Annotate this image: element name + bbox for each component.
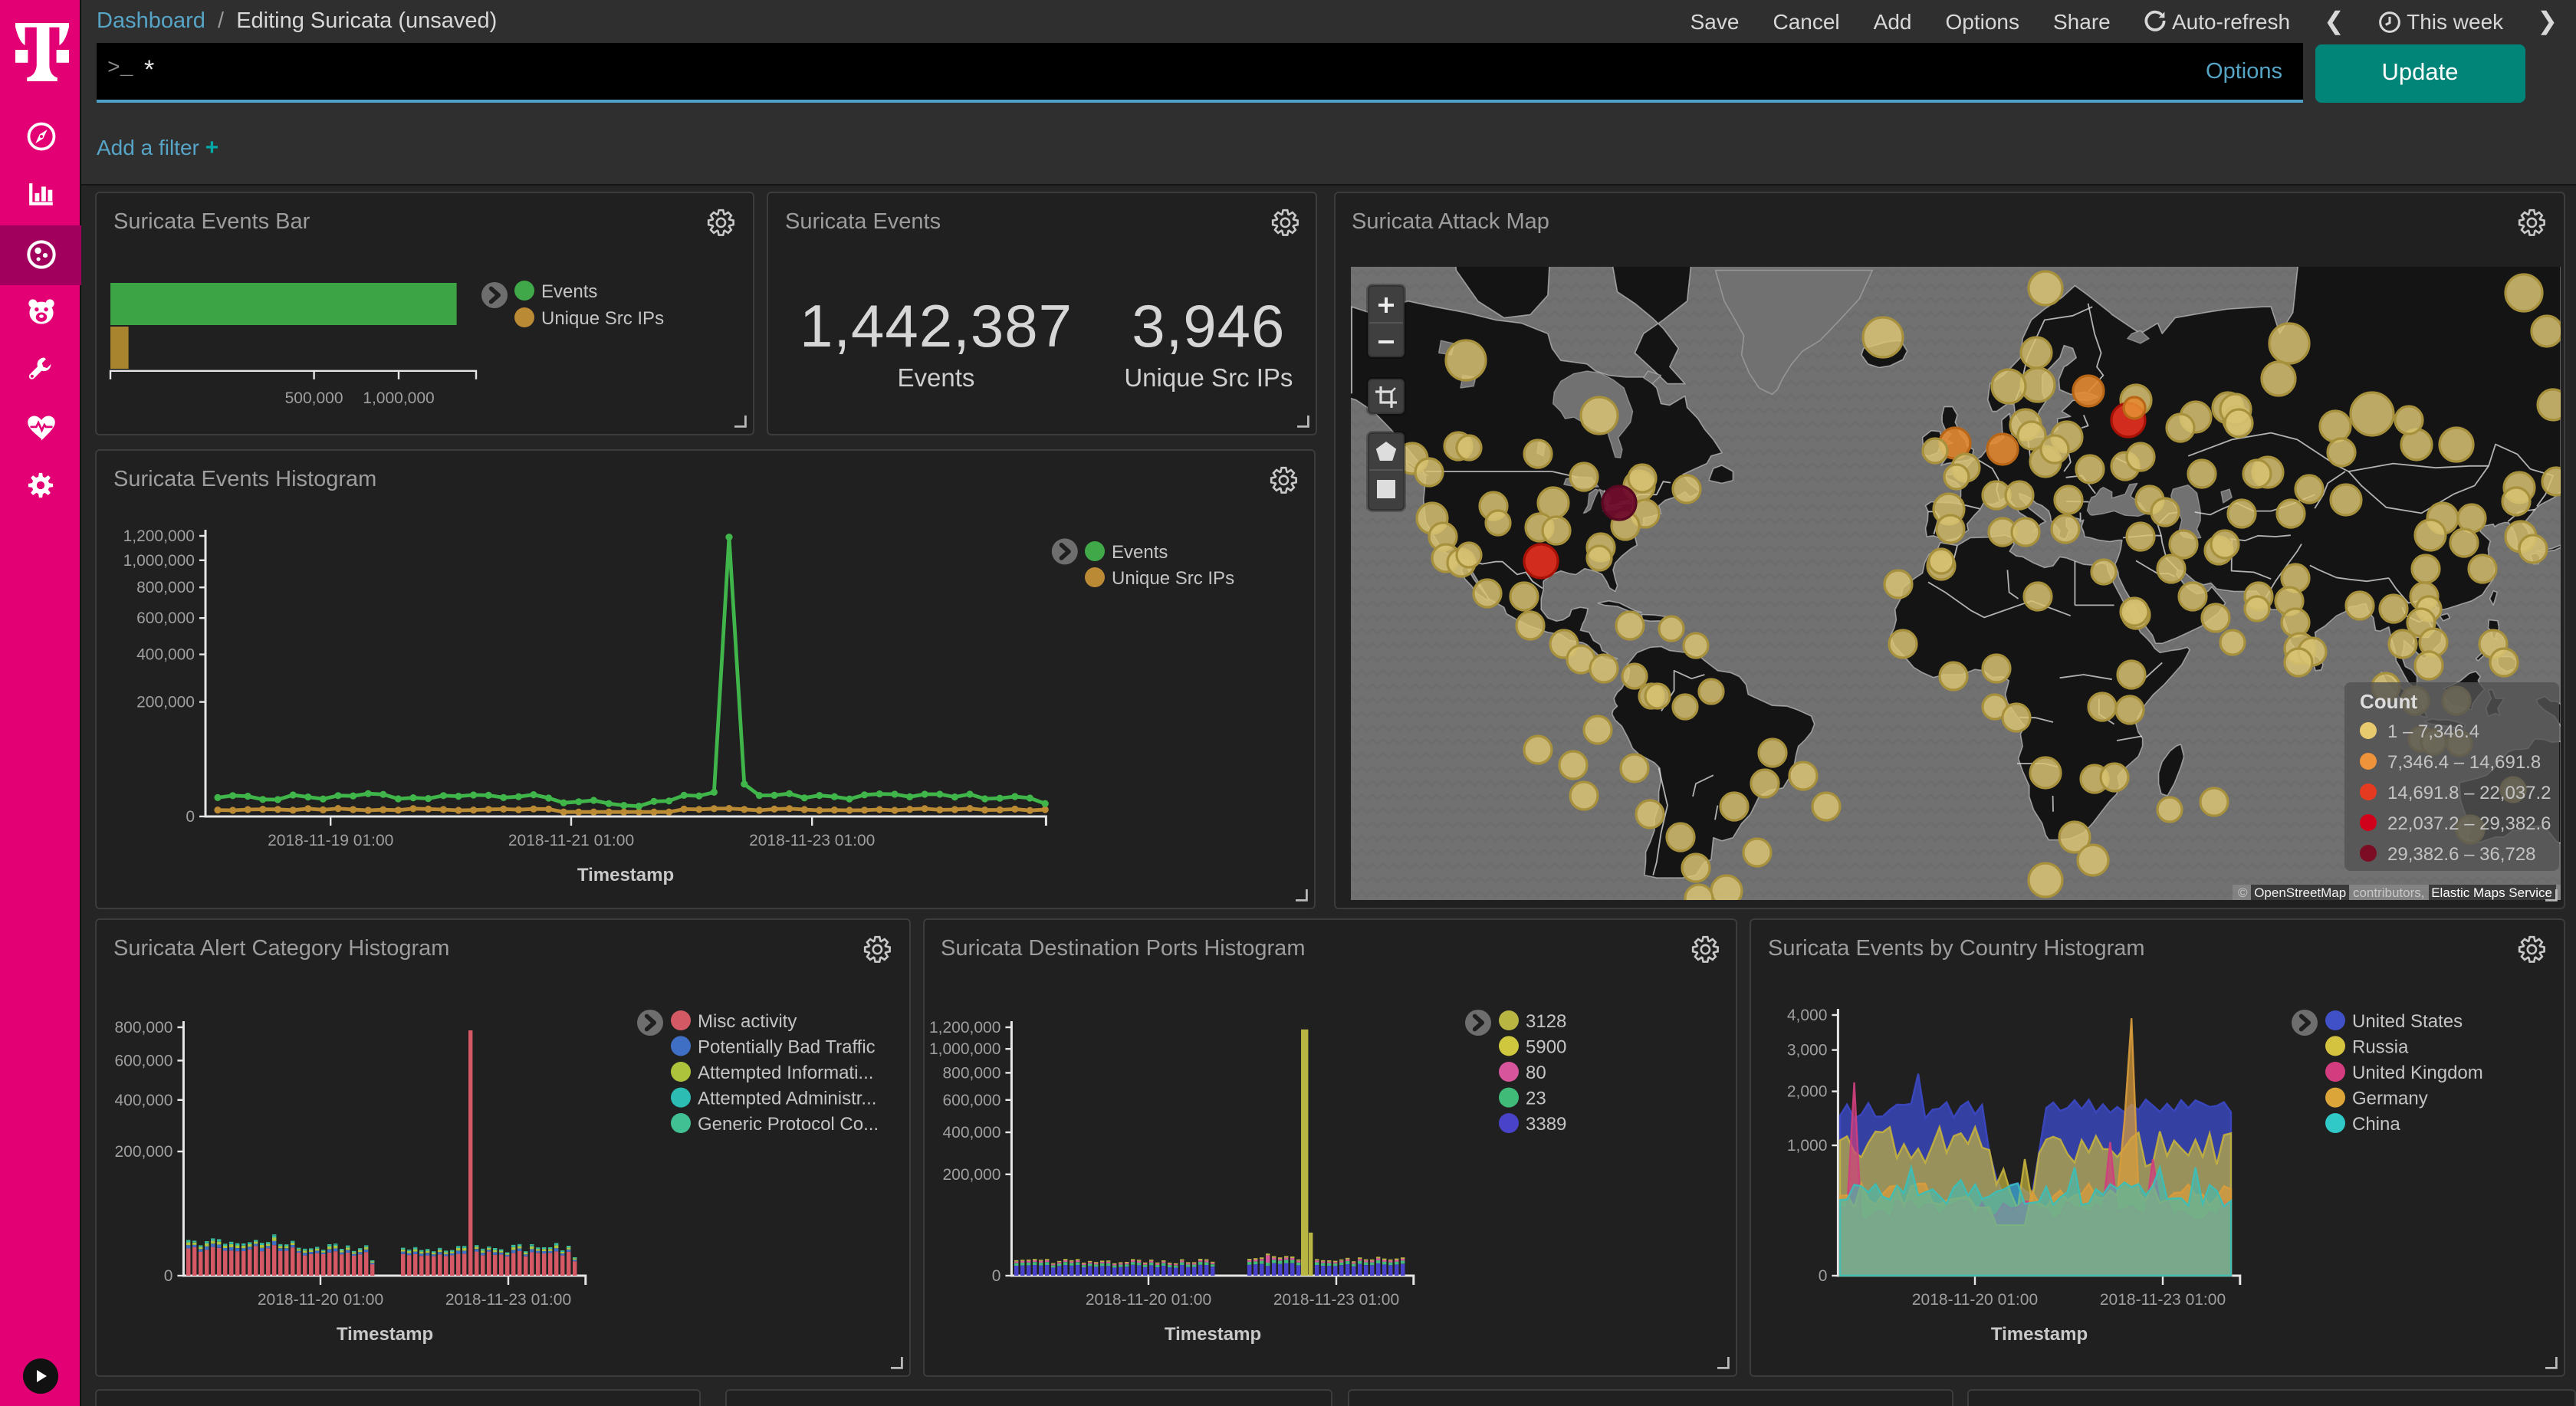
svg-text:2018-11-23 01:00: 2018-11-23 01:00 [1273,1291,1398,1309]
svg-text:United Kingdom: United Kingdom [2352,1063,2483,1083]
svg-text:China: China [2352,1114,2400,1135]
svg-text:Generic Protocol Co...: Generic Protocol Co... [698,1114,879,1135]
svg-text:200,000: 200,000 [136,693,195,711]
svg-text:2,000: 2,000 [1787,1083,1828,1101]
svg-text:3389: 3389 [1525,1114,1566,1135]
svg-text:23: 23 [1525,1088,1546,1109]
svg-text:0: 0 [991,1267,1001,1285]
svg-text:1,000,000: 1,000,000 [123,551,195,569]
svg-text:800,000: 800,000 [941,1064,1000,1082]
svg-text:800,000: 800,000 [114,1019,172,1036]
svg-text:0: 0 [1819,1267,1828,1285]
svg-text:400,000: 400,000 [114,1092,172,1109]
svg-text:200,000: 200,000 [114,1143,172,1161]
svg-text:Attempted Informati...: Attempted Informati... [698,1063,873,1083]
svg-text:Germany: Germany [2352,1088,2428,1109]
svg-text:200,000: 200,000 [941,1166,1000,1184]
svg-text:2018-11-21 01:00: 2018-11-21 01:00 [508,831,634,849]
svg-text:0: 0 [164,1267,173,1285]
svg-text:400,000: 400,000 [941,1124,1000,1142]
svg-text:500,000: 500,000 [285,389,343,406]
svg-text:2018-11-19 01:00: 2018-11-19 01:00 [268,831,393,849]
svg-text:1,200,000: 1,200,000 [928,1019,1000,1036]
svg-text:2018-11-20 01:00: 2018-11-20 01:00 [1085,1291,1211,1309]
svg-text:Timestamp: Timestamp [1164,1324,1260,1345]
svg-text:1,000,000: 1,000,000 [928,1040,1000,1058]
svg-text:80: 80 [1525,1063,1546,1083]
svg-text:2018-11-23 01:00: 2018-11-23 01:00 [749,831,875,849]
svg-text:Unique Src IPs: Unique Src IPs [1112,567,1234,588]
svg-text:Misc activity: Misc activity [698,1011,797,1032]
svg-text:400,000: 400,000 [136,646,195,663]
svg-text:2018-11-23 01:00: 2018-11-23 01:00 [445,1291,571,1309]
svg-text:Events: Events [1112,541,1168,562]
svg-text:1,000: 1,000 [1787,1137,1828,1155]
svg-text:2018-11-20 01:00: 2018-11-20 01:00 [1912,1291,2038,1309]
svg-text:2018-11-20 01:00: 2018-11-20 01:00 [258,1291,383,1309]
svg-text:Attempted Administr...: Attempted Administr... [698,1088,876,1109]
svg-text:3,000: 3,000 [1787,1042,1828,1059]
svg-text:0: 0 [186,807,195,825]
svg-text:600,000: 600,000 [941,1092,1000,1109]
svg-text:1,000,000: 1,000,000 [363,389,434,406]
svg-text:2018-11-23 01:00: 2018-11-23 01:00 [2100,1291,2226,1309]
svg-text:Russia: Russia [2352,1037,2409,1058]
svg-text:600,000: 600,000 [114,1052,172,1069]
svg-text:5900: 5900 [1525,1037,1566,1058]
svg-text:Events: Events [541,281,597,301]
svg-text:Potentially Bad Traffic: Potentially Bad Traffic [698,1037,876,1058]
svg-text:4,000: 4,000 [1787,1007,1828,1024]
svg-text:Timestamp: Timestamp [337,1324,433,1345]
svg-text:1,200,000: 1,200,000 [123,527,195,544]
svg-text:800,000: 800,000 [136,578,195,596]
svg-text:600,000: 600,000 [136,609,195,626]
svg-text:Unique Src IPs: Unique Src IPs [541,307,664,328]
svg-text:United States: United States [2352,1011,2463,1032]
svg-text:Timestamp: Timestamp [1991,1324,2088,1345]
svg-text:Timestamp: Timestamp [577,864,674,885]
svg-text:3128: 3128 [1525,1011,1566,1032]
